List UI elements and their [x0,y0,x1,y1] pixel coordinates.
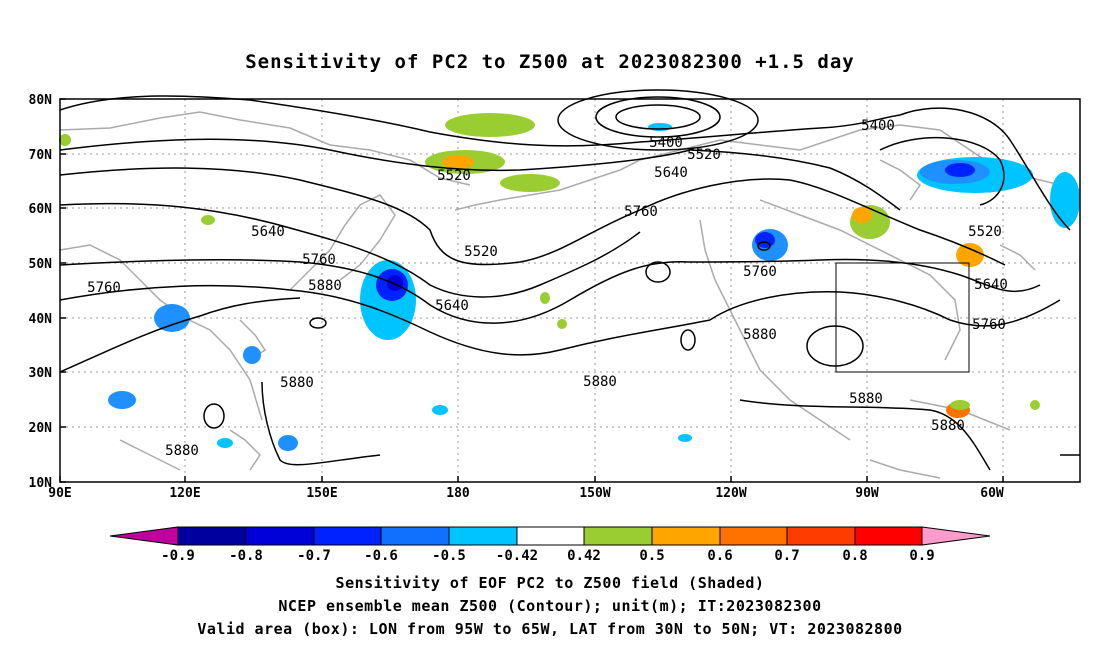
contour-label: 5880 [583,374,617,390]
contour-label: 5760 [972,317,1006,333]
lon-axis: 90E 120E 150E 180 150W 120W 90W 60W [48,476,1004,501]
map-frame [59,98,1081,483]
lat-tick-label: 60N [29,202,53,217]
lon-tick-label: 120E [169,486,200,501]
caption-line-1: Sensitivity of EOF PC2 to Z500 field (Sh… [336,574,765,592]
colorbar-label: 0.5 [639,548,664,564]
lon-tick-label: 120W [715,486,746,501]
contour-label: 5880 [743,327,777,343]
contour-label: 5880 [849,391,883,407]
colorbar-min-triangle [109,526,179,546]
lat-tick-label: 80N [29,93,53,108]
contour-label: 5640 [654,165,688,181]
map-panel: 5400 5400 5520 5520 5520 5520 5640 5640 … [59,89,1081,483]
contour-label: 5400 [861,118,895,134]
shade-pos-bering [445,113,535,137]
colorbar-label: -0.7 [297,548,331,564]
figure-title: Sensitivity of PC2 to Z500 at 2023082300… [245,51,855,73]
contour-label: 5880 [280,375,314,391]
contour-label: 5760 [87,280,121,296]
contour-label: 5520 [437,168,471,184]
contour-label: 5520 [464,244,498,260]
lon-tick-label: 60W [980,486,1004,501]
lat-tick-label: 40N [29,312,53,327]
colorbar-cell [448,526,518,546]
contour-labels: 5400 5400 5520 5520 5520 5520 5640 5640 … [87,118,1008,459]
lon-tick-label: 90E [48,486,71,501]
shade-neg-china [154,304,190,332]
colorbar-label: -0.6 [364,548,398,564]
contour-label: 5520 [968,224,1002,240]
contour-label: 5760 [743,264,777,280]
colorbar-label: -0.8 [229,548,263,564]
gridlines [60,99,1080,482]
colorbar-label: 0.6 [707,548,732,564]
contour-label: 5880 [308,278,342,294]
lat-tick-label: 50N [29,257,53,272]
lat-tick-label: 10N [29,476,53,491]
colorbar-cell [516,526,585,546]
colorbar-cell [786,526,856,546]
lat-tick-label: 30N [29,366,53,381]
caption-line-3: Valid area (box): LON from 95W to 65W, L… [197,620,902,638]
colorbar-cell [380,526,450,546]
contour-label: 5760 [624,204,658,220]
lon-tick-label: 90W [855,486,879,501]
colorbar-label: 0.42 [567,548,601,564]
contour-label: 5640 [251,224,285,240]
lon-tick-label: 180 [446,486,470,501]
colorbar-cell [651,526,721,546]
colorbar-label: -0.42 [496,548,538,564]
colorbar-cell [854,526,923,546]
lat-axis: 80N 70N 60N 50N 40N 30N 20N 10N [29,93,66,491]
contour-label: 5400 [649,135,683,151]
colorbar-cell [719,526,788,546]
z500-contours [59,89,1080,471]
colorbar-cell [245,526,315,546]
colorbar-cell [177,526,247,546]
contour-label: 5760 [302,252,336,268]
colorbar-label: -0.9 [161,548,195,564]
colorbar-label: 0.8 [842,548,867,564]
colorbar-label: -0.5 [432,548,466,564]
lat-tick-label: 70N [29,148,53,163]
lon-tick-label: 150W [579,486,610,501]
colorbar-label: 0.7 [774,548,799,564]
valid-area-box [835,262,970,373]
colorbar-cell [583,526,653,546]
contour-label: 5640 [435,298,469,314]
contour-label: 5640 [974,277,1008,293]
colorbar-max-triangle [921,526,991,546]
contour-label: 5520 [687,147,721,163]
contour-label: 5880 [931,418,965,434]
colorbar: -0.9 -0.8 -0.7 -0.6 -0.5 -0.42 0.42 0.5 … [109,526,991,564]
contour-label: 5880 [165,443,199,459]
lon-tick-label: 150E [306,486,337,501]
colorbar-cell [313,526,382,546]
colorbar-label: 0.9 [909,548,934,564]
shading-regions [59,113,1080,451]
caption-line-2: NCEP ensemble mean Z500 (Contour); unit(… [278,597,821,615]
lat-tick-label: 20N [29,421,53,436]
